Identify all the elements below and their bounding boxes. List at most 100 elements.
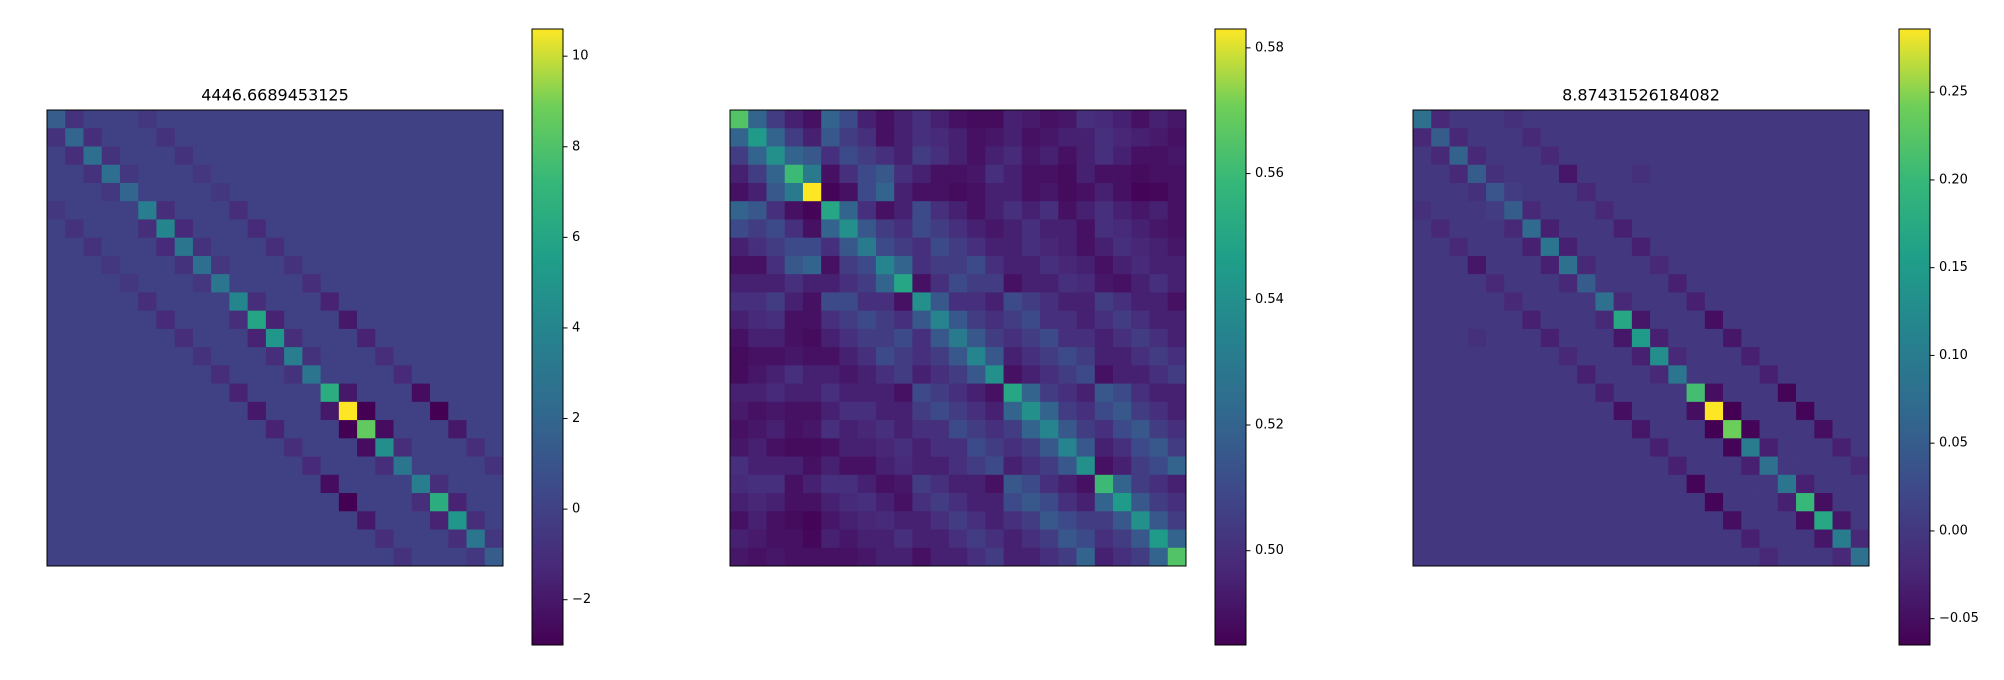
heatmap-cell bbox=[1832, 383, 1852, 403]
heatmap-cell bbox=[1094, 529, 1114, 549]
heatmap-cell bbox=[1650, 310, 1669, 330]
heatmap-cell bbox=[338, 255, 358, 275]
heatmap-cell bbox=[784, 493, 804, 512]
heatmap-cell bbox=[65, 347, 84, 366]
heatmap-cell bbox=[1449, 219, 1469, 239]
heatmap-cell bbox=[1149, 547, 1169, 567]
heatmap-cell bbox=[229, 365, 249, 384]
heatmap-cell bbox=[1522, 182, 1542, 202]
heatmap-cell bbox=[1431, 328, 1450, 348]
heatmap-cell bbox=[247, 237, 267, 257]
heatmap-cell bbox=[1796, 347, 1815, 366]
heatmap-cell bbox=[1021, 529, 1041, 549]
heatmap-cell bbox=[730, 493, 749, 512]
heatmap-cell bbox=[192, 493, 212, 512]
heatmap-cell bbox=[484, 474, 504, 494]
heatmap-cell bbox=[784, 511, 804, 530]
heatmap-cell bbox=[174, 438, 194, 457]
heatmap-cell bbox=[1076, 219, 1096, 239]
heatmap-cell bbox=[894, 128, 913, 147]
heatmap-cell bbox=[985, 456, 1004, 476]
heatmap-cell bbox=[83, 328, 103, 348]
heatmap-cell bbox=[1650, 529, 1669, 549]
heatmap-cell bbox=[1113, 128, 1132, 147]
heatmap-cell bbox=[985, 237, 1004, 257]
heatmap-cell bbox=[1094, 201, 1114, 220]
heatmap-cell bbox=[229, 146, 249, 166]
heatmap-cell bbox=[1094, 219, 1114, 239]
heatmap-cell bbox=[1759, 310, 1779, 330]
heatmap-cell bbox=[894, 219, 913, 239]
heatmap-cell bbox=[1650, 146, 1669, 166]
heatmap-cell bbox=[484, 255, 504, 275]
heatmap-cell bbox=[1040, 529, 1059, 549]
heatmap-cell bbox=[1759, 438, 1779, 457]
heatmap-cell bbox=[1149, 219, 1169, 239]
heatmap-cell bbox=[839, 365, 859, 384]
heatmap-cell bbox=[912, 274, 932, 293]
heatmap-cell bbox=[375, 182, 394, 202]
heatmap-cell bbox=[211, 547, 230, 567]
heatmap-cell bbox=[1850, 529, 1870, 549]
heatmap-cell bbox=[320, 420, 340, 439]
heatmap-cell bbox=[1449, 128, 1469, 147]
heatmap-cell bbox=[1467, 438, 1487, 457]
heatmap-cell bbox=[101, 164, 121, 184]
heatmap-cell bbox=[1777, 328, 1797, 348]
heatmap-cell bbox=[1850, 310, 1870, 330]
heatmap-cell bbox=[912, 456, 932, 476]
colorbar-tick-label: 0.50 bbox=[1255, 543, 1284, 558]
heatmap-cell bbox=[784, 201, 804, 220]
heatmap-cell bbox=[1668, 146, 1687, 166]
heatmap-cell bbox=[1058, 511, 1077, 530]
heatmap-cell bbox=[1113, 529, 1132, 549]
heatmap-cell bbox=[1131, 310, 1150, 330]
heatmap-cell bbox=[65, 310, 84, 330]
heatmap-cell bbox=[229, 310, 249, 330]
heatmap-cell bbox=[265, 328, 285, 348]
heatmap-cell bbox=[1832, 493, 1852, 512]
heatmap-cell bbox=[1704, 201, 1724, 220]
heatmap-cell bbox=[1058, 164, 1077, 184]
heatmap-cell bbox=[1449, 365, 1469, 384]
heatmap-cell bbox=[1686, 438, 1706, 457]
heatmap-cell bbox=[985, 365, 1004, 384]
heatmap-cell bbox=[302, 547, 321, 567]
heatmap-cell bbox=[375, 292, 394, 312]
heatmap-cell bbox=[1040, 292, 1059, 312]
heatmap-cell bbox=[967, 383, 986, 403]
heatmap-cell bbox=[802, 182, 822, 202]
heatmap-cell bbox=[430, 164, 449, 184]
heatmap-cell bbox=[1021, 110, 1041, 129]
heatmap-cell bbox=[101, 383, 121, 403]
heatmap-cell bbox=[1504, 438, 1523, 457]
heatmap-cell bbox=[357, 347, 376, 366]
heatmap-cell bbox=[47, 255, 66, 275]
colorbar-tick-label: 0.15 bbox=[1939, 260, 1968, 275]
heatmap-cell bbox=[1021, 328, 1041, 348]
heatmap-cell bbox=[211, 347, 230, 366]
heatmap-cell bbox=[265, 529, 285, 549]
heatmap-cell bbox=[211, 493, 230, 512]
heatmap-cell bbox=[1467, 420, 1487, 439]
heatmap-cell bbox=[1595, 401, 1615, 421]
heatmap-cell bbox=[1723, 493, 1742, 512]
heatmap-cell bbox=[1832, 456, 1852, 476]
heatmap-cell bbox=[875, 383, 895, 403]
heatmap-cell bbox=[247, 274, 267, 293]
heatmap-cell bbox=[748, 328, 767, 348]
heatmap-cell bbox=[320, 511, 340, 530]
heatmap-cell bbox=[1595, 438, 1615, 457]
heatmap-cell bbox=[138, 420, 157, 439]
heatmap-cell bbox=[302, 255, 321, 275]
heatmap-cell bbox=[1076, 420, 1096, 439]
heatmap-cell bbox=[65, 274, 84, 293]
heatmap-cell bbox=[1058, 529, 1077, 549]
heatmap-cell bbox=[448, 328, 467, 348]
heatmap-cell bbox=[338, 474, 358, 494]
heatmap-cell bbox=[1850, 237, 1870, 257]
heatmap-cell bbox=[1131, 347, 1150, 366]
heatmap-cell bbox=[766, 529, 786, 549]
heatmap-cell bbox=[930, 164, 950, 184]
heatmap-cell bbox=[1558, 146, 1578, 166]
